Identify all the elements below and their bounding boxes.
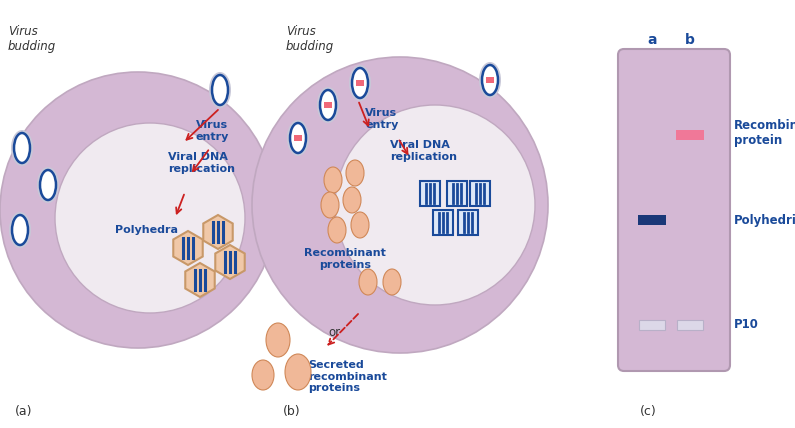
Ellipse shape (9, 212, 31, 248)
Text: or: or (328, 326, 340, 339)
Ellipse shape (12, 215, 28, 245)
Polygon shape (215, 245, 245, 279)
Bar (639, 320, 665, 330)
Text: Polyhedrin: Polyhedrin (734, 214, 795, 226)
FancyBboxPatch shape (324, 102, 332, 108)
Text: (a): (a) (15, 405, 33, 418)
FancyBboxPatch shape (486, 77, 494, 83)
Ellipse shape (209, 72, 231, 108)
FancyBboxPatch shape (420, 181, 440, 205)
Bar (638, 215, 666, 225)
FancyBboxPatch shape (293, 135, 302, 141)
Polygon shape (204, 215, 233, 249)
Text: Virus
entry: Virus entry (365, 108, 398, 130)
Circle shape (335, 105, 535, 305)
Text: Recombinant
protein: Recombinant protein (734, 119, 795, 147)
Text: Viral DNA
replication: Viral DNA replication (168, 152, 235, 174)
Circle shape (252, 57, 548, 353)
FancyBboxPatch shape (355, 80, 364, 86)
Ellipse shape (346, 160, 364, 186)
Polygon shape (173, 231, 203, 265)
Ellipse shape (252, 360, 274, 390)
Ellipse shape (212, 75, 228, 105)
FancyBboxPatch shape (470, 181, 490, 205)
Ellipse shape (40, 170, 56, 200)
Text: Polyhedra: Polyhedra (115, 225, 178, 235)
Ellipse shape (11, 130, 33, 166)
Ellipse shape (287, 120, 309, 156)
FancyBboxPatch shape (618, 49, 730, 371)
Ellipse shape (383, 269, 401, 295)
Ellipse shape (328, 217, 346, 243)
Ellipse shape (37, 167, 59, 203)
Ellipse shape (324, 167, 342, 193)
Ellipse shape (290, 123, 306, 153)
FancyBboxPatch shape (458, 209, 478, 235)
Ellipse shape (482, 65, 498, 95)
Text: Viral DNA
replication: Viral DNA replication (390, 140, 457, 162)
Text: a: a (647, 33, 657, 47)
Ellipse shape (343, 187, 361, 213)
Ellipse shape (349, 65, 371, 101)
Text: b: b (685, 33, 695, 47)
Text: (b): (b) (283, 405, 301, 418)
Ellipse shape (321, 192, 339, 218)
Bar (676, 130, 704, 140)
Ellipse shape (266, 323, 290, 357)
Ellipse shape (285, 354, 311, 390)
FancyBboxPatch shape (447, 181, 467, 205)
Circle shape (0, 72, 276, 348)
Bar (677, 320, 703, 330)
Ellipse shape (14, 133, 30, 163)
Text: Virus
entry: Virus entry (196, 120, 230, 142)
Ellipse shape (359, 269, 377, 295)
Text: Virus
budding: Virus budding (8, 25, 56, 53)
Ellipse shape (320, 90, 336, 120)
Text: P10: P10 (734, 318, 759, 332)
Ellipse shape (352, 68, 368, 98)
Text: Virus
budding: Virus budding (286, 25, 334, 53)
Ellipse shape (479, 62, 501, 98)
FancyBboxPatch shape (433, 209, 453, 235)
Circle shape (55, 123, 245, 313)
Text: (c): (c) (640, 405, 657, 418)
Ellipse shape (351, 212, 369, 238)
Text: Recombinant
proteins: Recombinant proteins (304, 248, 386, 270)
Polygon shape (185, 263, 215, 297)
Ellipse shape (317, 87, 339, 123)
Text: Secreted
recombinant
proteins: Secreted recombinant proteins (308, 360, 387, 393)
